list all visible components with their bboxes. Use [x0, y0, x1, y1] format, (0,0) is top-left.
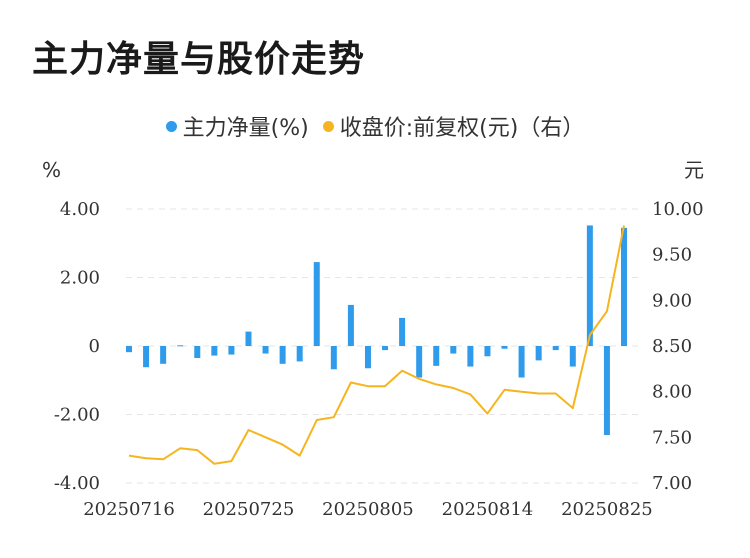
net-bar[interactable] — [603, 346, 610, 436]
x-tick-label: 20250814 — [442, 499, 534, 520]
net-bar[interactable] — [535, 346, 542, 361]
x-tick-label: 20250805 — [322, 499, 414, 520]
right-tick-label: 7.00 — [652, 473, 692, 494]
net-bar[interactable] — [501, 346, 508, 349]
x-tick-label: 20250825 — [561, 499, 653, 520]
net-bar[interactable] — [382, 346, 389, 351]
net-bar[interactable] — [416, 346, 423, 378]
net-bar[interactable] — [621, 227, 627, 346]
net-bar[interactable] — [347, 304, 354, 346]
net-bar[interactable] — [552, 346, 559, 351]
net-bar[interactable] — [245, 331, 252, 346]
net-bar[interactable] — [399, 317, 406, 346]
price-legend-label: 收盘价:前复权(元)（右） — [339, 116, 585, 141]
price-line[interactable] — [128, 225, 625, 465]
left-tick-label: -4.00 — [54, 473, 100, 494]
net-bar[interactable] — [484, 346, 491, 357]
left-tick-label: 0 — [89, 336, 100, 357]
right-axis-unit: 元 — [684, 158, 704, 182]
net-legend-marker — [165, 120, 177, 132]
left-tick-label: 4.00 — [60, 199, 100, 220]
net-bar[interactable] — [177, 345, 184, 347]
net-bar[interactable] — [450, 346, 457, 354]
left-tick-label: -2.00 — [54, 405, 100, 426]
net-bar[interactable] — [467, 346, 474, 367]
x-tick-label: 20250725 — [203, 499, 295, 520]
net-bars — [126, 225, 627, 436]
net-bar[interactable] — [262, 346, 269, 354]
net-bar[interactable] — [518, 346, 525, 378]
right-tick-label: 9.50 — [652, 245, 692, 266]
left-axis-unit: % — [42, 158, 61, 182]
net-bar[interactable] — [330, 346, 337, 370]
net-bar[interactable] — [364, 346, 371, 369]
x-tick-label: 20250716 — [83, 499, 175, 520]
price-line-layer — [128, 225, 625, 465]
right-tick-label: 9.00 — [652, 290, 692, 311]
right-tick-label: 7.50 — [652, 427, 692, 448]
net-bar[interactable] — [296, 346, 303, 362]
net-bar[interactable] — [143, 346, 150, 368]
net-bar[interactable] — [279, 346, 286, 364]
right-tick-label: 10.00 — [652, 199, 704, 220]
net-bar[interactable] — [126, 346, 132, 353]
chart-legend: 主力净量(%) 收盘价:前复权(元)（右） — [0, 110, 750, 142]
net-bar[interactable] — [433, 346, 440, 366]
legend-item-net[interactable]: 主力净量(%) — [165, 110, 309, 142]
net-bar[interactable] — [194, 346, 201, 358]
net-bar[interactable] — [160, 346, 167, 364]
net-bar[interactable] — [211, 346, 218, 356]
right-tick-label: 8.00 — [652, 382, 692, 403]
net-bar[interactable] — [569, 346, 576, 367]
net-legend-label: 主力净量(%) — [182, 116, 309, 141]
left-tick-label: 2.00 — [60, 268, 100, 289]
legend-item-price[interactable]: 收盘价:前复权(元)（右） — [322, 110, 585, 142]
chart-title: 主力净量与股价走势 — [32, 39, 366, 80]
net-bar[interactable] — [228, 346, 235, 355]
right-tick-label: 8.50 — [652, 336, 692, 357]
net-bar[interactable] — [313, 262, 320, 346]
axis-labels: 4.00 2.00 0 -2.00 -4.00 10.00 9.50 9.00 8.50 8.00… — [42, 158, 704, 520]
net-bar[interactable] — [586, 225, 593, 346]
price-legend-marker — [322, 120, 334, 132]
